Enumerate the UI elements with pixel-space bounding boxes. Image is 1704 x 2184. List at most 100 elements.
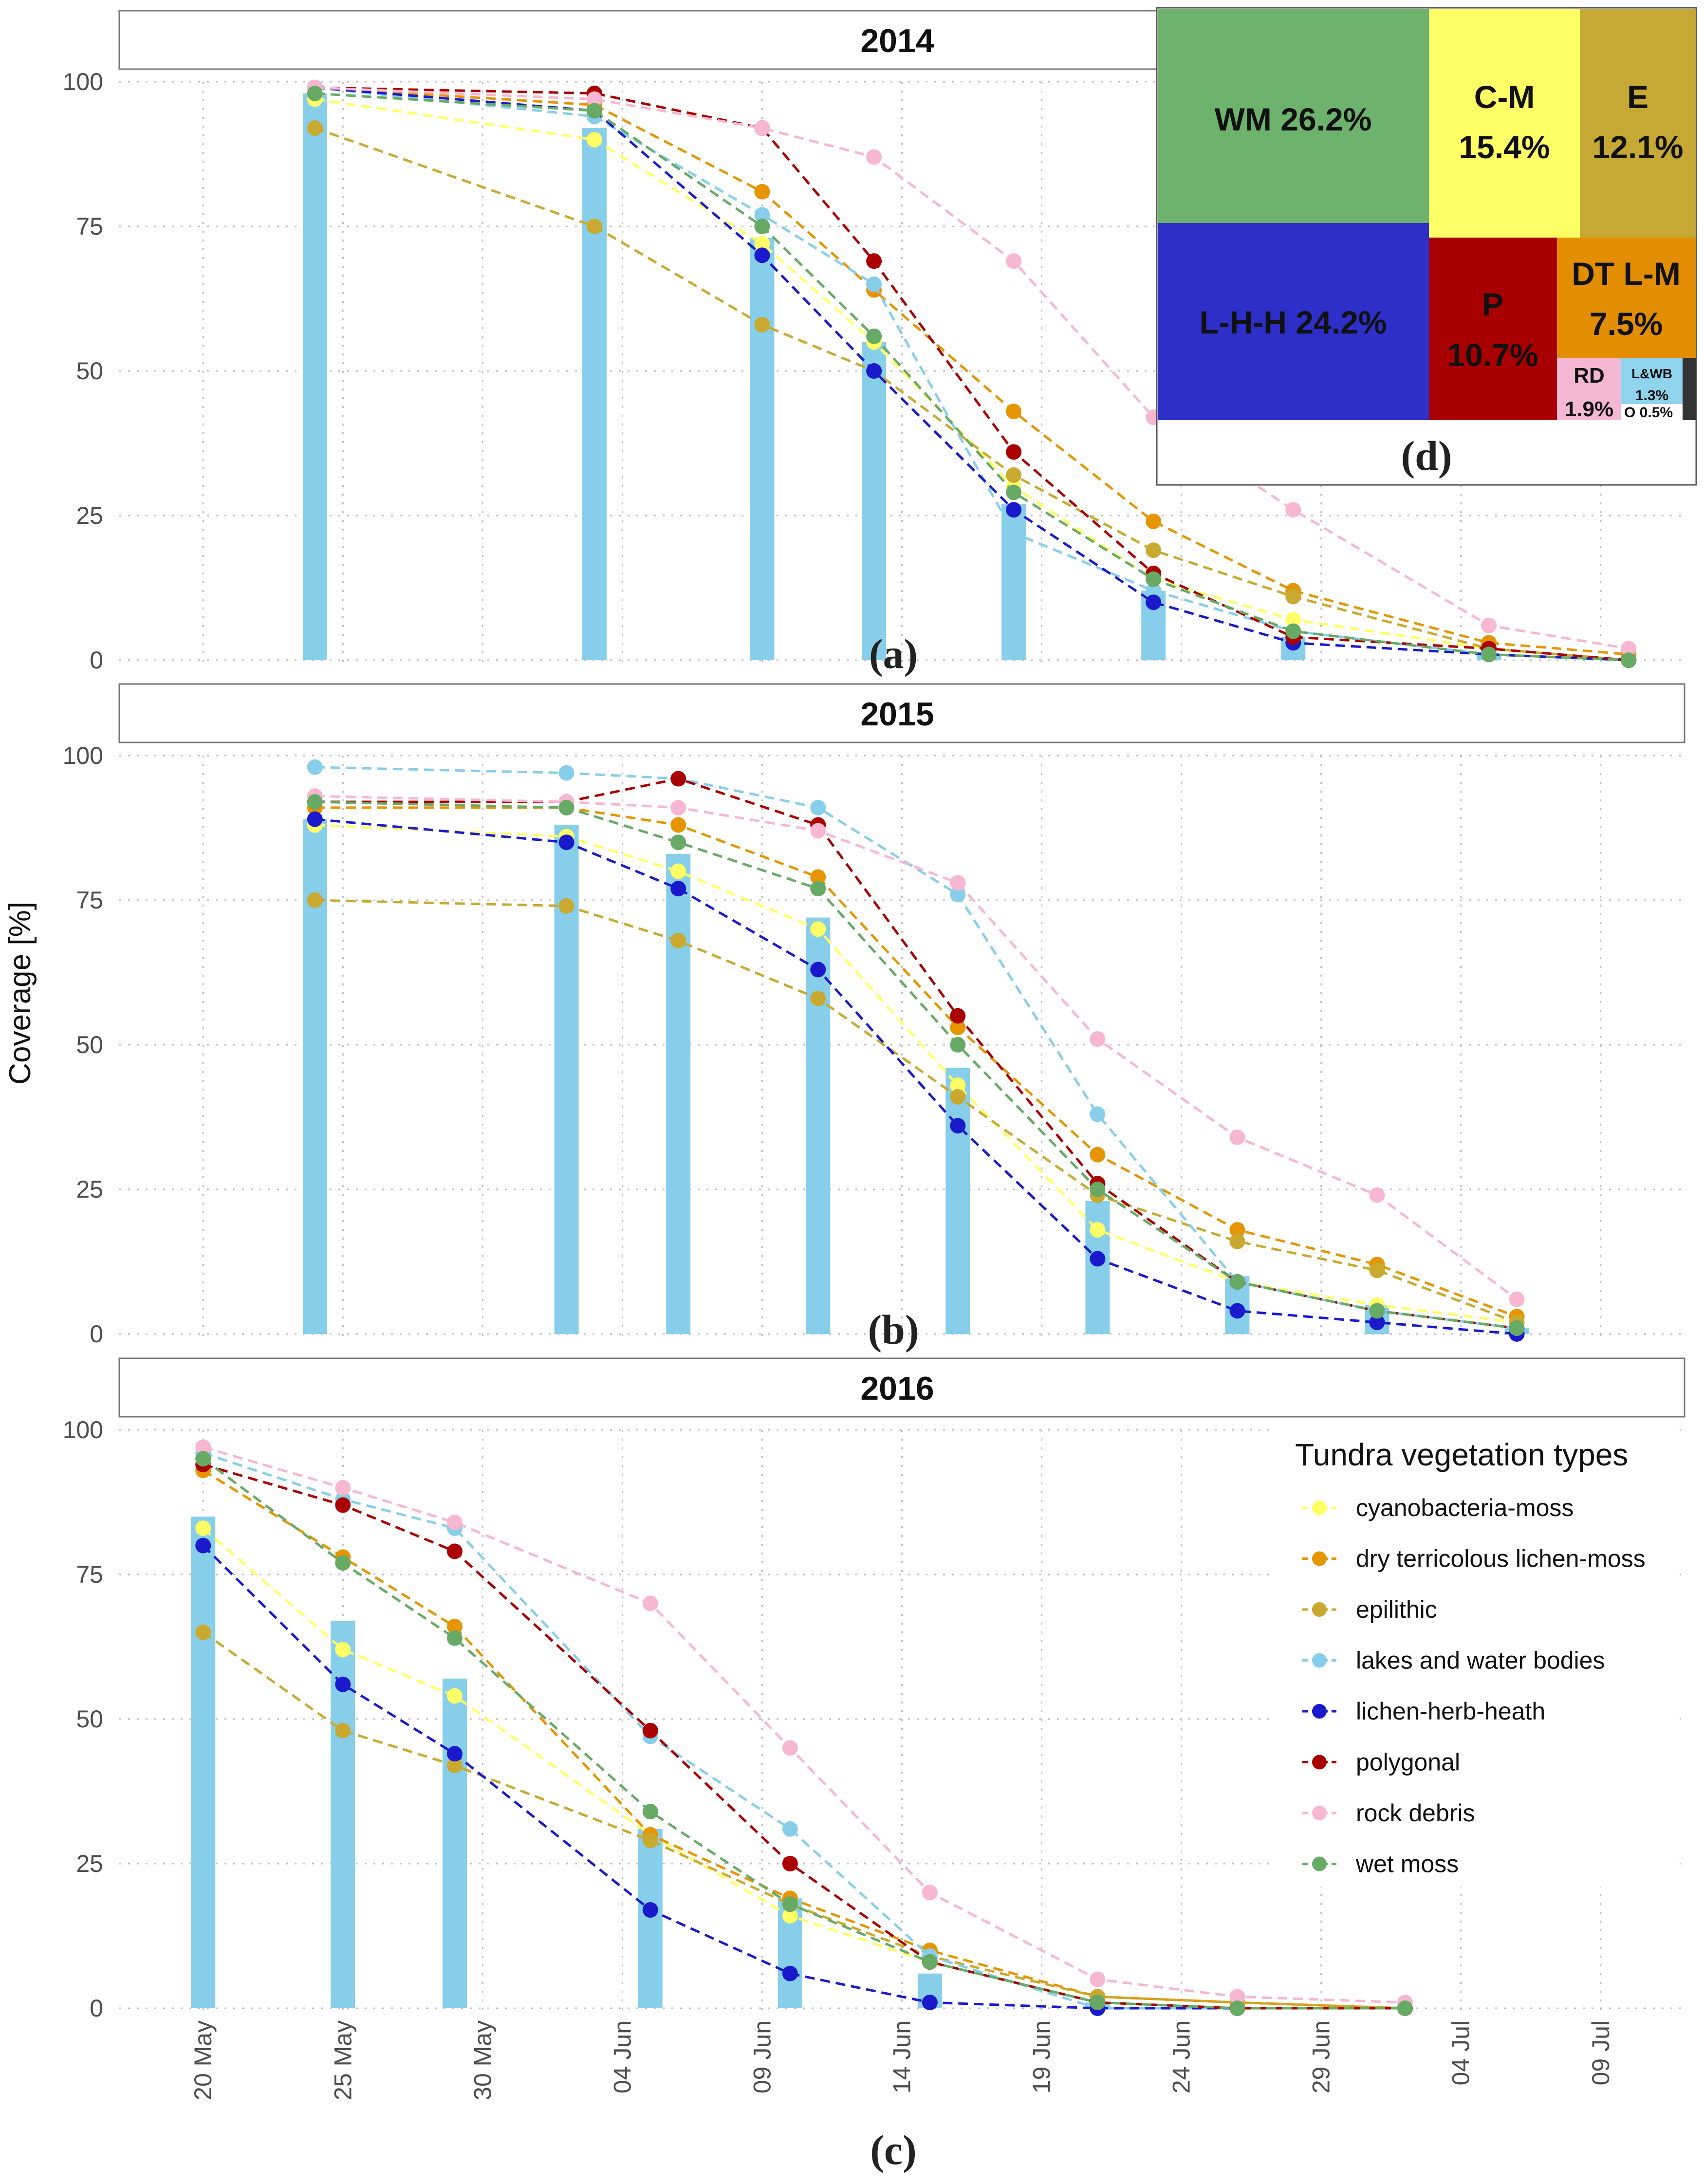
x-tick-label: 29 Jun bbox=[1308, 2020, 1335, 2093]
series-point bbox=[1369, 1314, 1385, 1331]
legend-key-point bbox=[1312, 1653, 1327, 1668]
series-point bbox=[1146, 542, 1162, 558]
coverage-bar bbox=[945, 1068, 970, 1334]
coverage-bar bbox=[862, 342, 887, 660]
coverage-bar bbox=[666, 853, 691, 1334]
series-point bbox=[446, 1618, 463, 1634]
series-point bbox=[1146, 594, 1162, 611]
x-tick-label: 30 May bbox=[469, 2020, 496, 2100]
x-tick-label: 14 Jun bbox=[889, 2020, 916, 2093]
legend-label: lichen-herb-heath bbox=[1356, 1698, 1545, 1725]
series-point bbox=[922, 1954, 938, 1970]
y-tick-label: 75 bbox=[76, 213, 103, 240]
series-point bbox=[1481, 617, 1497, 633]
treemap-label: P bbox=[1482, 286, 1503, 322]
coverage-bar bbox=[582, 128, 607, 660]
treemap-label: 12.1% bbox=[1592, 129, 1683, 165]
series-point bbox=[1090, 1106, 1106, 1122]
panels: 20140255075100(a)20150255075100(b)201602… bbox=[63, 10, 1685, 2173]
series-point bbox=[1146, 513, 1162, 529]
series-point bbox=[1090, 1971, 1106, 1987]
series-point bbox=[1285, 611, 1301, 628]
series-point bbox=[1090, 1222, 1106, 1238]
series-point bbox=[670, 881, 686, 897]
series-point bbox=[782, 1896, 798, 1912]
series-point bbox=[558, 898, 574, 914]
legend-title: Tundra vegetation types bbox=[1295, 1437, 1628, 1472]
series-point bbox=[782, 1740, 798, 1756]
series-point bbox=[1006, 484, 1022, 500]
series-point bbox=[642, 1595, 658, 1611]
coverage-bar bbox=[638, 1829, 663, 2008]
series-point bbox=[866, 328, 882, 344]
legend-label: rock debris bbox=[1356, 1799, 1475, 1827]
series-line bbox=[202, 1544, 1405, 2010]
treemap-label: L&WB bbox=[1631, 366, 1672, 381]
panel-title: 2014 bbox=[860, 22, 934, 59]
series-point bbox=[586, 219, 602, 234]
series-point bbox=[1006, 502, 1022, 518]
series-point bbox=[446, 1758, 463, 1774]
series-point bbox=[782, 1821, 798, 1837]
series-point bbox=[1006, 525, 1022, 541]
legend-label: cyanobacteria-moss bbox=[1356, 1494, 1574, 1521]
series-point bbox=[586, 131, 602, 148]
series-point bbox=[810, 823, 826, 839]
series-point bbox=[195, 1451, 211, 1467]
panel-title: 2015 bbox=[860, 696, 934, 733]
treemap-label: 1.9% bbox=[1565, 397, 1613, 421]
panel-strip bbox=[118, 683, 1685, 743]
series-point bbox=[307, 759, 323, 775]
series-point bbox=[810, 962, 826, 978]
y-tick-label: 100 bbox=[63, 68, 103, 95]
series-point bbox=[1229, 1222, 1245, 1238]
y-axis-label: Coverage [%] bbox=[3, 902, 37, 1085]
y-tick-label: 25 bbox=[76, 502, 103, 529]
series-point bbox=[1621, 641, 1637, 657]
series-point bbox=[558, 799, 574, 815]
series-point bbox=[950, 1019, 966, 1036]
treemap-tile bbox=[1158, 223, 1429, 420]
treemap-tile bbox=[1429, 238, 1557, 420]
series-point bbox=[558, 834, 574, 851]
treemap-label: RD bbox=[1574, 364, 1605, 388]
series-point bbox=[446, 1630, 463, 1646]
series-point bbox=[1369, 1187, 1385, 1203]
treemap-label: 10.7% bbox=[1447, 337, 1538, 373]
series-point bbox=[1229, 2000, 1245, 2016]
panel-b: 2015 0 25 50 75 100 (b) bbox=[63, 683, 1685, 1353]
series-point bbox=[642, 1722, 658, 1739]
treemap-tile bbox=[1621, 358, 1683, 404]
series-point bbox=[670, 799, 686, 815]
treemap-tile bbox=[1429, 9, 1580, 238]
legend-key-point bbox=[1312, 1500, 1327, 1515]
series-point bbox=[1090, 1995, 1106, 2011]
series-point bbox=[670, 834, 686, 851]
series-point bbox=[950, 1077, 966, 1093]
series-point bbox=[335, 1642, 351, 1658]
series-point bbox=[1285, 502, 1301, 518]
series-point bbox=[950, 1037, 966, 1053]
series-point bbox=[866, 253, 882, 269]
panel-letter: (b) bbox=[868, 1306, 919, 1353]
y-tick-label: 75 bbox=[76, 887, 103, 914]
y-tick-label: 25 bbox=[76, 1850, 103, 1877]
series-line bbox=[315, 800, 1517, 1330]
legend-label: dry terricolous lichen-moss bbox=[1356, 1545, 1646, 1573]
series-line bbox=[315, 899, 1518, 1324]
treemap-label: 1.3% bbox=[1635, 388, 1668, 404]
coverage-bar bbox=[750, 238, 775, 660]
treemap-label: 7.5% bbox=[1590, 306, 1663, 342]
x-tick-label: 24 Jun bbox=[1168, 2020, 1195, 2093]
series-point bbox=[670, 933, 686, 949]
series-line bbox=[203, 1463, 1405, 2010]
legend-label: polygonal bbox=[1356, 1749, 1460, 1776]
series-line bbox=[315, 824, 1517, 1324]
coverage-bar bbox=[302, 93, 327, 660]
series-line bbox=[203, 1452, 1405, 2010]
series-point bbox=[446, 1543, 463, 1559]
series-point bbox=[1006, 404, 1022, 420]
series-point bbox=[866, 363, 882, 379]
series-point bbox=[1509, 1291, 1525, 1307]
series-point bbox=[1146, 571, 1162, 587]
